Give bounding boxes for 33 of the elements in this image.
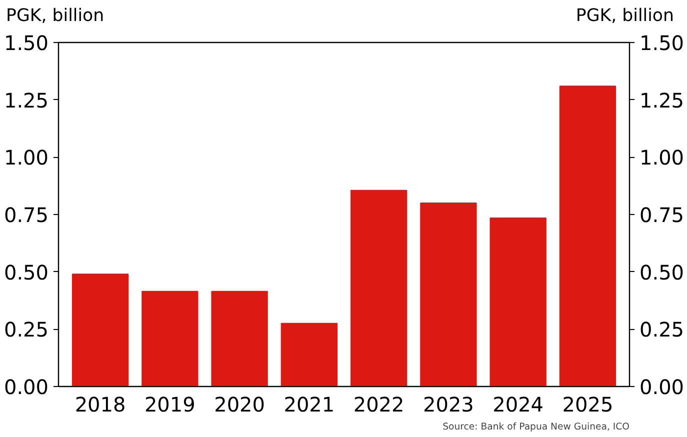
y-tick-label: 0.00 bbox=[4, 375, 48, 399]
x-tick-label: 2021 bbox=[284, 392, 335, 416]
x-tick-label: 2025 bbox=[562, 392, 614, 416]
y-tick-label: 0.25 bbox=[4, 318, 48, 342]
bar bbox=[420, 202, 477, 386]
y2-axis-title: PGK, billion bbox=[576, 5, 674, 28]
x-tick-label: 2024 bbox=[492, 392, 544, 416]
bar bbox=[211, 290, 268, 386]
y2-tick-label: 0.75 bbox=[640, 203, 684, 227]
y2-tick-label: 1.00 bbox=[640, 146, 684, 170]
x-tick-label: 2020 bbox=[214, 392, 266, 416]
x-tick-label: 2019 bbox=[144, 392, 196, 416]
bar bbox=[142, 290, 198, 386]
y-tick-label: 1.25 bbox=[4, 88, 48, 112]
y2-tick-label: 0.50 bbox=[640, 260, 684, 284]
x-tick-label: 2023 bbox=[423, 392, 474, 416]
y-axis-title: PGK, billion bbox=[6, 5, 104, 28]
bar bbox=[280, 322, 338, 386]
y2-tick-label: 1.25 bbox=[640, 88, 684, 112]
x-tick-label: 2018 bbox=[74, 392, 126, 416]
y-tick-label: 0.75 bbox=[4, 203, 48, 227]
bar bbox=[350, 190, 408, 386]
bar bbox=[490, 217, 546, 386]
x-tick-label: 2022 bbox=[353, 392, 404, 416]
source-note: Source: Bank of Papua New Guinea, ICO bbox=[442, 422, 630, 432]
y-tick-label: 0.50 bbox=[4, 260, 48, 284]
bar bbox=[72, 274, 129, 386]
y2-tick-label: 0.00 bbox=[640, 375, 684, 399]
y2-tick-label: 0.25 bbox=[640, 318, 684, 342]
y-tick-label: 1.00 bbox=[4, 146, 48, 170]
bar bbox=[559, 86, 616, 386]
y2-tick-label: 1.50 bbox=[640, 31, 684, 55]
y-tick-label: 1.50 bbox=[4, 31, 48, 55]
